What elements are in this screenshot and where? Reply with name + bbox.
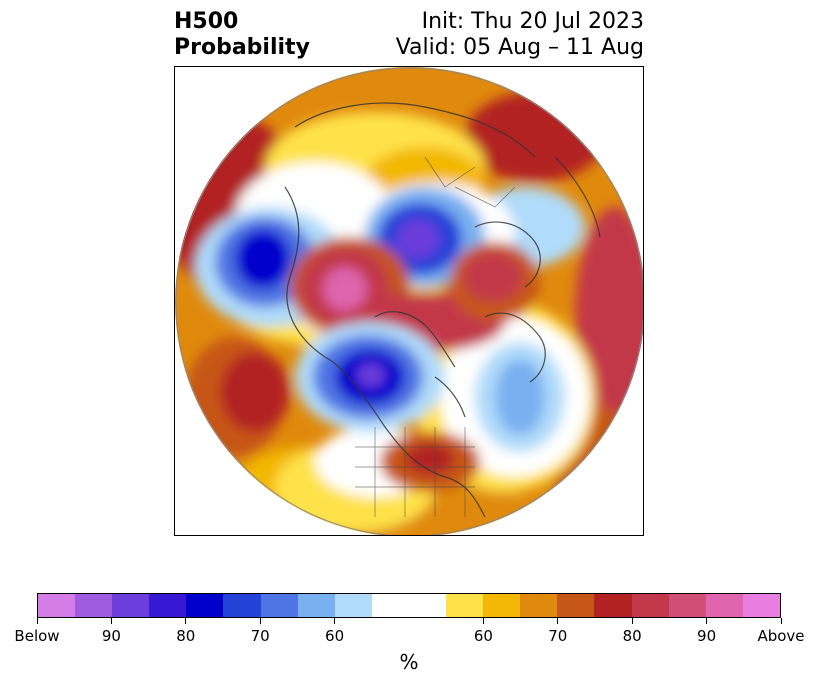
colorbar-tick [259, 618, 261, 624]
colorbar-tick-label: 80 [622, 627, 642, 645]
colorbar-cell [631, 594, 669, 617]
colorbar-tick-label: 80 [176, 627, 196, 645]
state-borders [355, 156, 516, 517]
colorbar-cell [75, 594, 113, 617]
colorbar-cell [446, 594, 484, 617]
colorbar-cell [594, 594, 632, 617]
colorbar-cell [38, 594, 76, 617]
colorbar-cell [223, 594, 261, 617]
colorbar-cell [371, 594, 409, 617]
colorbar-cell [260, 594, 298, 617]
colorbar-tick-label: 60 [473, 627, 493, 645]
colorbar-cell [742, 594, 780, 617]
colorbar-tick [557, 618, 559, 624]
colorbar-unit: % [399, 650, 419, 674]
colorbar-cell [297, 594, 335, 617]
colorbar-tick [334, 618, 336, 624]
colorbar-cell [186, 594, 224, 617]
product-label: Probability [174, 35, 310, 60]
variable-label: H500 [174, 9, 239, 34]
colorbar-tick-label: 70 [250, 627, 270, 645]
colorbar-tick-label: Below [14, 627, 60, 645]
colorbar-tick-label: 70 [548, 627, 568, 645]
colorbar-cell [149, 594, 187, 617]
colorbar-tick [110, 618, 112, 624]
colorbar-cell [520, 594, 558, 617]
colorbar-tick-label: 90 [697, 627, 717, 645]
colorbar-cell [112, 594, 150, 617]
map-disk-edge [175, 67, 643, 535]
coastlines [284, 102, 601, 518]
colorbar-tick [631, 618, 633, 624]
colorbar-tick [482, 618, 484, 624]
map-dates: Init: Thu 20 Jul 2023 Valid: 05 Aug – 11… [396, 9, 644, 61]
colorbar-cell [705, 594, 743, 617]
colorbar-tick [36, 618, 38, 624]
map-panel [174, 66, 644, 536]
map-title: H500 Probability [174, 9, 310, 61]
colorbar [37, 593, 781, 618]
colorbar-tick-label: 90 [101, 627, 121, 645]
colorbar-tick-label: 60 [325, 627, 345, 645]
colorbar-tick [185, 618, 187, 624]
colorbar-tick [706, 618, 708, 624]
init-date: Init: Thu 20 Jul 2023 [421, 9, 644, 34]
probability-map [175, 67, 643, 535]
colorbar-cell [483, 594, 521, 617]
colorbar-cell [668, 594, 706, 617]
colorbar-cell [557, 594, 595, 617]
colorbar-tick-label: Above [757, 627, 805, 645]
colorbar-tick [780, 618, 782, 624]
colorbar-cell [408, 594, 447, 617]
colorbar-cell [334, 594, 372, 617]
valid-range: Valid: 05 Aug – 11 Aug [395, 35, 644, 60]
